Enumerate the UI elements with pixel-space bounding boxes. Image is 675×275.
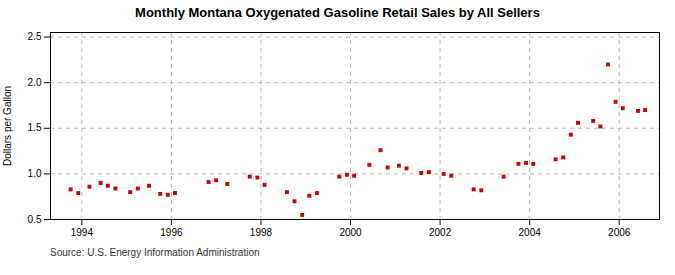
svg-text:1996: 1996 <box>160 227 183 238</box>
svg-text:1.0: 1.0 <box>28 168 42 179</box>
svg-text:2004: 2004 <box>519 227 542 238</box>
svg-text:2.5: 2.5 <box>28 31 42 42</box>
svg-text:2.0: 2.0 <box>28 77 42 88</box>
svg-text:2006: 2006 <box>608 227 631 238</box>
svg-text:2000: 2000 <box>339 227 362 238</box>
svg-text:Dollars per Gallon: Dollars per Gallon <box>2 86 13 166</box>
svg-text:1.5: 1.5 <box>28 122 42 133</box>
svg-text:1998: 1998 <box>250 227 273 238</box>
svg-text:0.5: 0.5 <box>28 214 42 225</box>
html-text:Monthly Montana Oxygenated Gas: Monthly Montana Oxygenated Gasoline Reta… <box>135 5 540 20</box>
html-text:Source: U.S. Energy Informatio: Source: U.S. Energy Information Administ… <box>50 247 260 258</box>
svg-text:1994: 1994 <box>71 227 94 238</box>
svg-text:2002: 2002 <box>429 227 452 238</box>
